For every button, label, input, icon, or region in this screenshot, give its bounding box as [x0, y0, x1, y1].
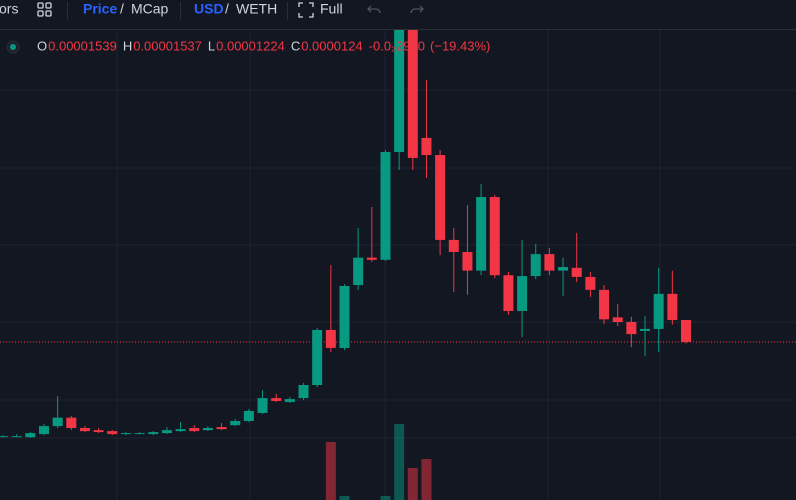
legend-label: L — [208, 38, 215, 53]
candle-body — [298, 385, 309, 399]
mcap-toggle[interactable]: MCap — [131, 1, 169, 17]
price-toggle[interactable]: Price — [83, 1, 117, 17]
legend-value: 0.00001537 — [133, 38, 202, 53]
candle-body — [25, 433, 36, 438]
candle-body — [202, 427, 213, 431]
candle-body — [257, 398, 268, 413]
candle-body — [517, 276, 528, 311]
candle-body — [0, 436, 8, 438]
fullscreen-icon[interactable] — [298, 2, 314, 18]
candle-body — [38, 426, 49, 435]
volume-bar — [325, 442, 336, 500]
candle-body — [544, 254, 555, 271]
usd-toggle[interactable]: USD — [194, 1, 224, 17]
legend-change-pct: (−19.43%) — [430, 38, 490, 53]
candle-body — [66, 417, 77, 428]
legend-label: H — [123, 38, 132, 53]
candle-body — [216, 427, 227, 430]
candle-body — [161, 430, 172, 434]
legend-dot[interactable] — [6, 40, 20, 54]
candle-body — [11, 436, 22, 438]
candle-body — [462, 251, 473, 271]
legend-value: 0.0000124 — [301, 38, 362, 53]
candle-body — [571, 267, 582, 277]
candle-body — [530, 254, 541, 277]
volume-bar — [421, 459, 432, 500]
full-button[interactable]: Full — [320, 1, 343, 17]
candle-body — [585, 276, 596, 290]
candle-body — [243, 410, 254, 421]
candle-body — [640, 328, 651, 331]
legend-change: -0.0₂2990 — [369, 38, 425, 53]
volume-bar — [339, 496, 350, 500]
volume-bar — [407, 468, 418, 500]
candle-body — [52, 417, 63, 427]
candle-body — [681, 320, 691, 343]
toolbar: ors Price / MCap USD / WETH Full — [0, 0, 796, 30]
ohlc-legend: O 0.00001539 H 0.00001537 L 0.00001224 C 0.0000… — [37, 38, 490, 53]
candle-body — [189, 427, 200, 432]
candle-body — [626, 322, 637, 335]
undo-icon[interactable] — [367, 5, 381, 14]
candle-body — [325, 329, 336, 348]
candle-body — [489, 197, 500, 276]
candle-body — [380, 151, 391, 260]
legend-value: 0.00001539 — [48, 38, 117, 53]
candle-body — [421, 137, 432, 156]
candle-body — [407, 30, 418, 158]
candle-body — [353, 257, 364, 286]
candle-body — [366, 257, 377, 260]
candle-body — [107, 431, 118, 435]
candle-body — [93, 430, 104, 433]
candle-body — [435, 155, 446, 240]
toolbar-bg — [0, 0, 796, 29]
legend-label: C — [291, 38, 300, 53]
indicators[interactable]: ors — [0, 1, 18, 17]
candle-body — [599, 289, 610, 320]
candle-body — [120, 433, 131, 435]
candle-body — [558, 267, 569, 271]
redo-icon[interactable] — [410, 5, 424, 14]
candle-body — [175, 429, 186, 432]
candle-body — [284, 399, 295, 403]
candle-body — [79, 427, 90, 432]
candle-body — [230, 420, 241, 426]
slash: / — [225, 1, 229, 17]
candle-body — [503, 275, 514, 311]
candle-body — [134, 433, 145, 435]
legend-value: 0.00001224 — [216, 38, 285, 53]
slash: / — [120, 1, 124, 17]
weth-toggle[interactable]: WETH — [236, 1, 277, 17]
candle-body — [394, 30, 405, 152]
candle-body — [448, 239, 459, 252]
layout-icon[interactable] — [37, 2, 52, 17]
candle-body — [339, 285, 350, 348]
candle-body — [476, 197, 487, 271]
candle-body — [612, 317, 623, 323]
candle-body — [667, 293, 678, 320]
candle-body — [271, 398, 282, 401]
candle-body — [312, 329, 323, 386]
candle-body — [148, 432, 159, 435]
plot — [0, 30, 796, 500]
volume-bar — [394, 424, 405, 500]
legend-label: O — [37, 38, 47, 53]
volume-bar — [380, 496, 391, 500]
candle-body — [653, 293, 664, 329]
